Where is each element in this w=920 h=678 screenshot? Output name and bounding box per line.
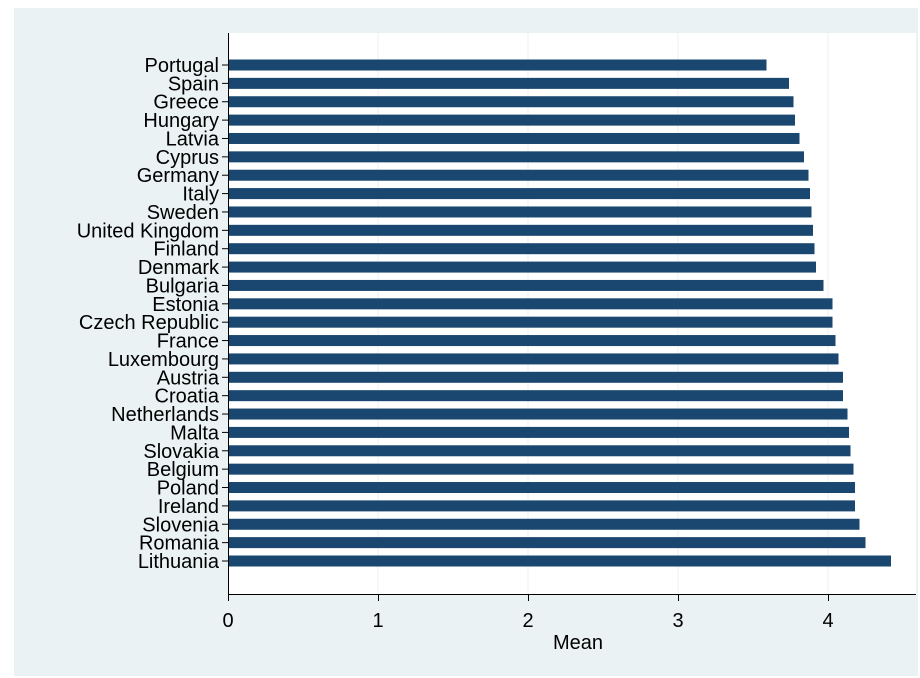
bar xyxy=(229,224,813,236)
x-tick-label: 3 xyxy=(672,610,683,632)
bar xyxy=(229,151,804,163)
bar xyxy=(229,555,891,567)
bar xyxy=(229,426,849,438)
bar xyxy=(229,188,810,200)
category-label: Denmark xyxy=(138,257,220,279)
bar xyxy=(229,132,800,144)
bar xyxy=(229,114,795,126)
bar xyxy=(229,169,809,181)
bar xyxy=(229,463,854,475)
bar xyxy=(229,206,812,218)
bar xyxy=(229,371,843,383)
x-tick-label: 0 xyxy=(222,610,233,632)
category-label: Italy xyxy=(182,184,219,206)
category-label: Austria xyxy=(157,367,220,389)
category-label: Cyprus xyxy=(156,147,219,169)
category-label: Estonia xyxy=(152,294,220,316)
bar xyxy=(229,390,843,402)
category-label: Slovenia xyxy=(142,514,220,536)
bar xyxy=(229,243,815,255)
bar xyxy=(229,537,866,549)
bar xyxy=(229,261,816,273)
category-label: Czech Republic xyxy=(79,312,219,334)
category-label: Romania xyxy=(139,533,220,555)
category-label: France xyxy=(157,331,219,353)
category-label: Ireland xyxy=(158,496,219,518)
x-tick-label: 4 xyxy=(822,610,833,632)
bars xyxy=(229,59,891,567)
category-label: Latvia xyxy=(166,128,220,150)
category-label: Sweden xyxy=(147,202,219,224)
category-label: Poland xyxy=(157,478,219,500)
axes xyxy=(228,33,916,595)
category-label: Finland xyxy=(153,239,219,261)
bar xyxy=(229,279,824,291)
category-label: Bulgaria xyxy=(146,275,220,297)
category-label: Greece xyxy=(153,92,219,114)
category-label: United Kingdom xyxy=(77,220,219,242)
category-label: Croatia xyxy=(155,386,220,408)
bar xyxy=(229,482,855,494)
bar xyxy=(229,77,789,89)
bar xyxy=(229,500,855,512)
category-label: Portugal xyxy=(145,55,220,77)
category-label: Spain xyxy=(168,73,219,95)
bar xyxy=(229,353,839,365)
bar xyxy=(229,445,851,457)
category-label: Lithuania xyxy=(138,551,220,573)
x-tick-label: 2 xyxy=(522,610,533,632)
x-axis-ticks: 0 1 2 3 4 xyxy=(222,594,834,632)
category-label: Germany xyxy=(137,165,219,187)
x-tick-label: 1 xyxy=(372,610,383,632)
bar xyxy=(229,96,794,108)
bar xyxy=(229,408,848,420)
category-label: Belgium xyxy=(147,459,219,481)
x-axis-title: Mean xyxy=(553,632,603,654)
category-label: Luxembourg xyxy=(108,349,219,371)
category-label: Malta xyxy=(170,422,220,444)
category-labels: PortugalSpainGreeceHungaryLatviaCyprusGe… xyxy=(77,55,228,573)
bar xyxy=(229,298,833,310)
category-label: Slovakia xyxy=(143,441,219,463)
bar xyxy=(229,316,833,328)
bar xyxy=(229,518,860,530)
bar xyxy=(229,59,767,71)
category-label: Hungary xyxy=(143,110,219,132)
bar xyxy=(229,335,836,347)
category-label: Netherlands xyxy=(111,404,219,426)
